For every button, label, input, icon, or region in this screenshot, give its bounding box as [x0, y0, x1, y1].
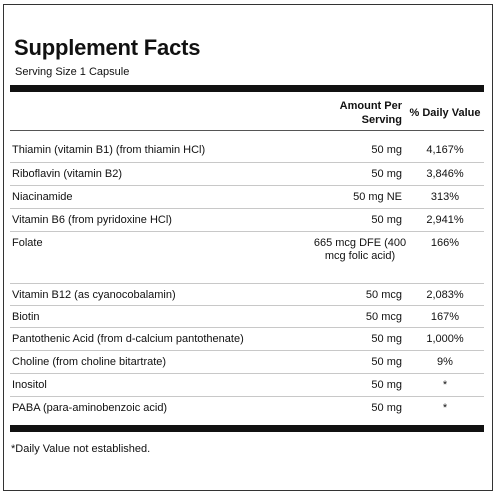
nutrient-name: Choline (from choline bitartrate) — [12, 356, 167, 368]
nutrient-name: Thiamin (vitamin B1) (from thiamin HCl) — [12, 144, 206, 156]
nutrient-amount: 50 mg — [371, 214, 402, 226]
nutrient-daily-value: 2,083% — [426, 289, 464, 301]
top-divider — [10, 85, 484, 92]
nutrient-name: Niacinamide — [12, 191, 73, 203]
nutrient-name: Biotin — [12, 311, 40, 323]
nutrient-name: Pantothenic Acid (from d-calcium pantoth… — [12, 333, 244, 345]
bottom-divider — [10, 425, 484, 432]
table-row: Choline (from choline bitartrate) 50 mg … — [10, 351, 484, 374]
nutrient-daily-value: * — [442, 402, 448, 414]
table-row: Inositol 50 mg * — [10, 374, 484, 397]
nutrient-daily-value: 313% — [430, 191, 460, 203]
nutrient-amount: 50 mg — [371, 333, 402, 345]
table-row: PABA (para-aminobenzoic acid) 50 mg * — [10, 397, 484, 420]
nutrient-amount: 50 mcg — [365, 311, 402, 323]
nutrient-amount: 50 mg — [371, 144, 402, 156]
table-row: Riboflavin (vitamin B2) 50 mg 3,846% — [10, 163, 484, 186]
nutrient-name: Folate — [12, 237, 43, 249]
nutrient-name: Vitamin B12 (as cyanocobalamin) — [12, 289, 176, 301]
nutrient-daily-value: 166% — [430, 237, 460, 249]
nutrient-name: Inositol — [12, 379, 47, 391]
table-row: Thiamin (vitamin B1) (from thiamin HCl) … — [10, 139, 484, 163]
nutrient-daily-value: 2,941% — [426, 214, 464, 226]
table-row: Pantothenic Acid (from d-calcium pantoth… — [10, 328, 484, 351]
serving-size: Serving Size 1 Capsule — [15, 66, 130, 78]
table-row: Vitamin B12 (as cyanocobalamin) 50 mcg 2… — [10, 284, 484, 306]
nutrient-amount: 50 mg — [371, 356, 402, 368]
nutrient-table: Thiamin (vitamin B1) (from thiamin HCl) … — [10, 139, 484, 420]
nutrient-amount: 50 mg — [371, 168, 402, 180]
daily-value-header: % Daily Value — [409, 107, 481, 119]
nutrient-amount: 50 mg — [371, 402, 402, 414]
nutrient-amount: 50 mg — [371, 379, 402, 391]
nutrient-amount: 50 mg NE — [353, 191, 402, 203]
nutrient-amount: 665 mcg DFE (400 mcg folic acid) — [313, 237, 407, 262]
table-row: Biotin 50 mcg 167% — [10, 306, 484, 328]
nutrient-daily-value: 167% — [430, 311, 460, 323]
nutrient-daily-value: * — [442, 379, 448, 391]
nutrient-name: Riboflavin (vitamin B2) — [12, 168, 123, 180]
table-row: Vitamin B6 (from pyridoxine HCl) 50 mg 2… — [10, 209, 484, 232]
nutrient-amount: 50 mcg — [365, 289, 402, 301]
amount-per-serving-header: Amount Per Serving — [339, 100, 402, 126]
column-header: Amount Per Serving % Daily Value — [10, 95, 484, 131]
footnote: *Daily Value not established. — [11, 443, 151, 455]
table-row: Niacinamide 50 mg NE 313% — [10, 186, 484, 209]
nutrient-name: PABA (para-aminobenzoic acid) — [12, 402, 168, 414]
nutrient-daily-value: 4,167% — [426, 144, 464, 156]
nutrient-daily-value: 3,846% — [426, 168, 464, 180]
nutrient-daily-value: 9% — [437, 356, 453, 368]
table-row: Folate 665 mcg DFE (400 mcg folic acid) … — [10, 232, 484, 284]
nutrient-name: Vitamin B6 (from pyridoxine HCl) — [12, 214, 172, 226]
label-title: Supplement Facts — [14, 35, 201, 60]
nutrient-daily-value: 1,000% — [426, 333, 464, 345]
